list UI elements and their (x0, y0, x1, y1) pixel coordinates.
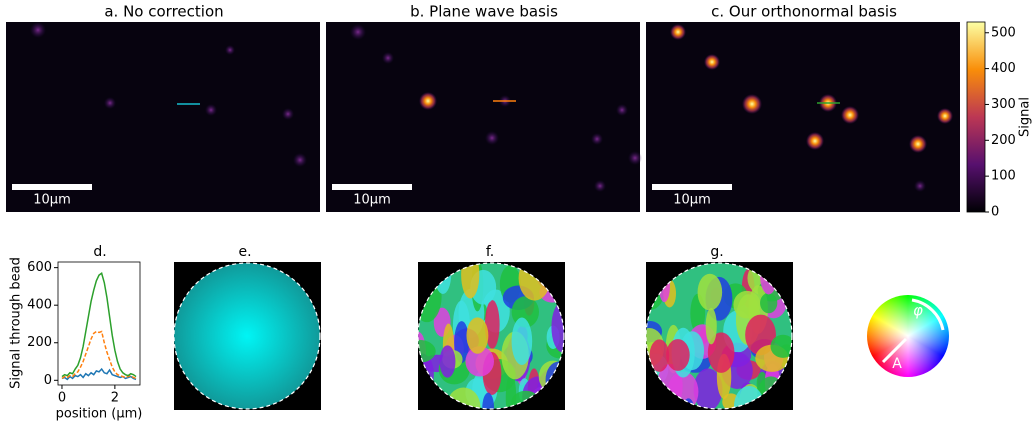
panel-label: g. (710, 244, 723, 260)
amplitude-label: A (892, 356, 902, 372)
x-axis-label: position (μm) (56, 407, 143, 422)
bead (382, 52, 394, 64)
bead (806, 132, 824, 150)
pupil-edge (173, 262, 321, 410)
bead (591, 133, 603, 145)
colorbar-tick-label: 100 (991, 169, 1016, 184)
scale-label: 10µm (673, 193, 710, 208)
phase-blob (482, 392, 495, 409)
panel-title: c. Our orthonormal basis (711, 3, 897, 21)
phase-blob (466, 317, 489, 354)
y-tick-label: 600 (27, 260, 52, 275)
bead (841, 106, 859, 124)
bead (594, 180, 606, 192)
bead (704, 54, 720, 70)
scale-label: 10µm (33, 193, 70, 208)
bead (914, 180, 926, 192)
pupil-edge (645, 262, 793, 410)
colorbar-tick-label: 0 (991, 205, 999, 220)
y-tick-label: 0 (44, 373, 52, 388)
panel-label: f. (486, 244, 494, 260)
phase-blob (465, 346, 494, 377)
amplitude-arrow (881, 337, 908, 364)
pupil (174, 263, 320, 409)
phase-blob (745, 314, 776, 356)
bead (30, 22, 46, 38)
y-tick-label: 200 (27, 335, 52, 350)
scale-bar (12, 184, 92, 190)
bead (937, 108, 953, 124)
phase-blob (649, 339, 670, 372)
bead (225, 45, 235, 55)
phase-blob (551, 301, 564, 353)
bead (104, 97, 116, 109)
chart-title: d. (93, 244, 106, 260)
bead (282, 108, 294, 120)
phase-blob (511, 317, 533, 365)
pupil-edge (417, 262, 565, 410)
panel-title: a. No correction (104, 3, 223, 21)
y-tick-label: 400 (27, 298, 52, 313)
y-axis-label: Signal through bead (9, 257, 24, 389)
panel-title: b. Plane wave basis (410, 3, 558, 21)
phase-blob (461, 263, 480, 299)
scale-bar (332, 184, 412, 190)
x-tick-label: 2 (111, 391, 119, 406)
bead (909, 135, 927, 153)
bead (350, 24, 366, 40)
phase-blob (693, 368, 723, 409)
color-wheel (867, 295, 949, 377)
panel-label: e. (238, 244, 251, 260)
phase-arrow (911, 298, 945, 331)
image-panel (6, 22, 320, 212)
scale-bar (652, 184, 732, 190)
bead (628, 151, 642, 165)
phase-blob (705, 307, 717, 345)
colorbar-tick-label: 200 (991, 133, 1016, 148)
x-tick-label: 0 (58, 391, 66, 406)
phase-label: φ (913, 302, 923, 320)
phase-blob (760, 292, 778, 314)
bead (419, 92, 437, 110)
bead (293, 153, 307, 167)
phase-blob (484, 300, 500, 349)
bead (485, 131, 499, 145)
colorbar-tick-label: 500 (991, 25, 1016, 40)
colorbar-tick-label: 300 (991, 97, 1016, 112)
bead (616, 104, 628, 116)
colorbar-tick-label: 400 (991, 61, 1016, 76)
axes-frame (57, 261, 141, 386)
bead (670, 24, 686, 40)
colorbar-label: Signal (1018, 97, 1033, 137)
phase-blob (770, 334, 792, 358)
data-line (61, 272, 137, 378)
phase-blob (666, 339, 690, 371)
bead (742, 94, 762, 114)
scale-label: 10µm (353, 193, 390, 208)
phase-blob (707, 332, 735, 373)
phase-blob (439, 345, 456, 378)
image-panel (646, 22, 960, 212)
colorbar (966, 21, 986, 213)
data-line (61, 330, 137, 380)
image-panel (326, 22, 640, 212)
phase-blob (733, 290, 761, 319)
phase-blob (697, 273, 723, 311)
bead (205, 104, 217, 116)
